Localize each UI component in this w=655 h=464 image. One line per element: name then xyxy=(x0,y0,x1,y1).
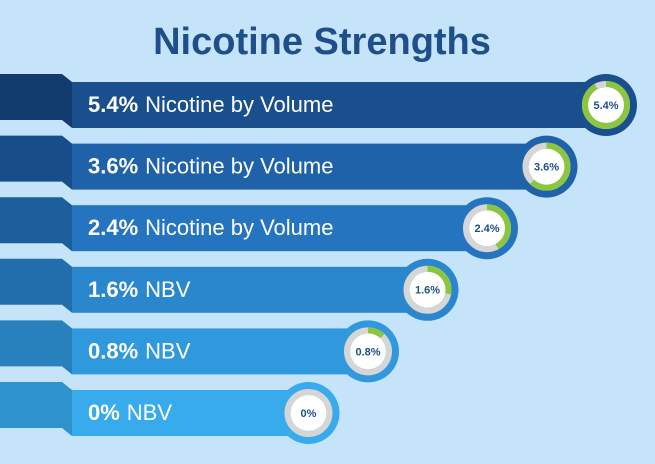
item-text: Nicotine by Volume xyxy=(145,215,333,240)
item-label: 1.6% NBV xyxy=(88,277,191,302)
item-label: 2.4% Nicotine by Volume xyxy=(88,215,333,240)
strength: 1.6% xyxy=(88,277,138,302)
title: Nicotine Strengths xyxy=(153,21,491,63)
bar xyxy=(72,266,428,313)
gauge-arc xyxy=(463,204,511,253)
badge-label: 0% xyxy=(301,408,317,420)
bar xyxy=(72,390,309,436)
bar xyxy=(72,205,487,252)
badge-label: 1.6% xyxy=(415,285,440,297)
gauge-arc xyxy=(582,81,630,129)
item-text: Nicotine by Volume xyxy=(145,153,333,178)
item-label: 3.6% Nicotine by Volume xyxy=(88,153,333,178)
badge-center xyxy=(409,271,446,308)
bar xyxy=(72,143,547,190)
badge-center xyxy=(350,333,386,370)
item-label: 0% NBV xyxy=(88,400,172,425)
badge-center xyxy=(528,148,565,185)
badge-label: 5.4% xyxy=(593,100,618,112)
item-label: 5.4% Nicotine by Volume xyxy=(88,92,333,117)
gauge-arc xyxy=(522,142,571,191)
bar xyxy=(72,328,368,375)
gauge-track xyxy=(284,389,333,437)
badge-center xyxy=(290,395,327,431)
strength: 3.6% xyxy=(88,153,138,178)
strength: 5.4% xyxy=(88,92,138,117)
badge-label: 3.6% xyxy=(534,162,559,174)
strength: 0.8% xyxy=(88,338,138,363)
gauge-arc xyxy=(344,327,392,376)
strength: 0% xyxy=(88,400,120,425)
badge-label: 0.8% xyxy=(355,346,380,358)
side-tab xyxy=(0,320,72,375)
item-text: NBV xyxy=(145,277,191,302)
side-tab xyxy=(0,74,72,128)
gauge-arc xyxy=(403,265,452,314)
item-text: NBV xyxy=(145,338,191,363)
side-tab xyxy=(0,135,72,190)
item-label: 0.8% NBV xyxy=(88,338,191,363)
badge-center xyxy=(469,210,505,247)
badge-center xyxy=(588,87,624,123)
side-tab xyxy=(0,258,72,313)
strength: 2.4% xyxy=(88,215,138,240)
badge-label: 2.4% xyxy=(474,223,499,235)
side-tab xyxy=(0,197,72,252)
side-tab xyxy=(0,382,72,436)
item-text: NBV xyxy=(127,400,173,425)
bar xyxy=(72,82,606,128)
item-text: Nicotine by Volume xyxy=(145,92,333,117)
